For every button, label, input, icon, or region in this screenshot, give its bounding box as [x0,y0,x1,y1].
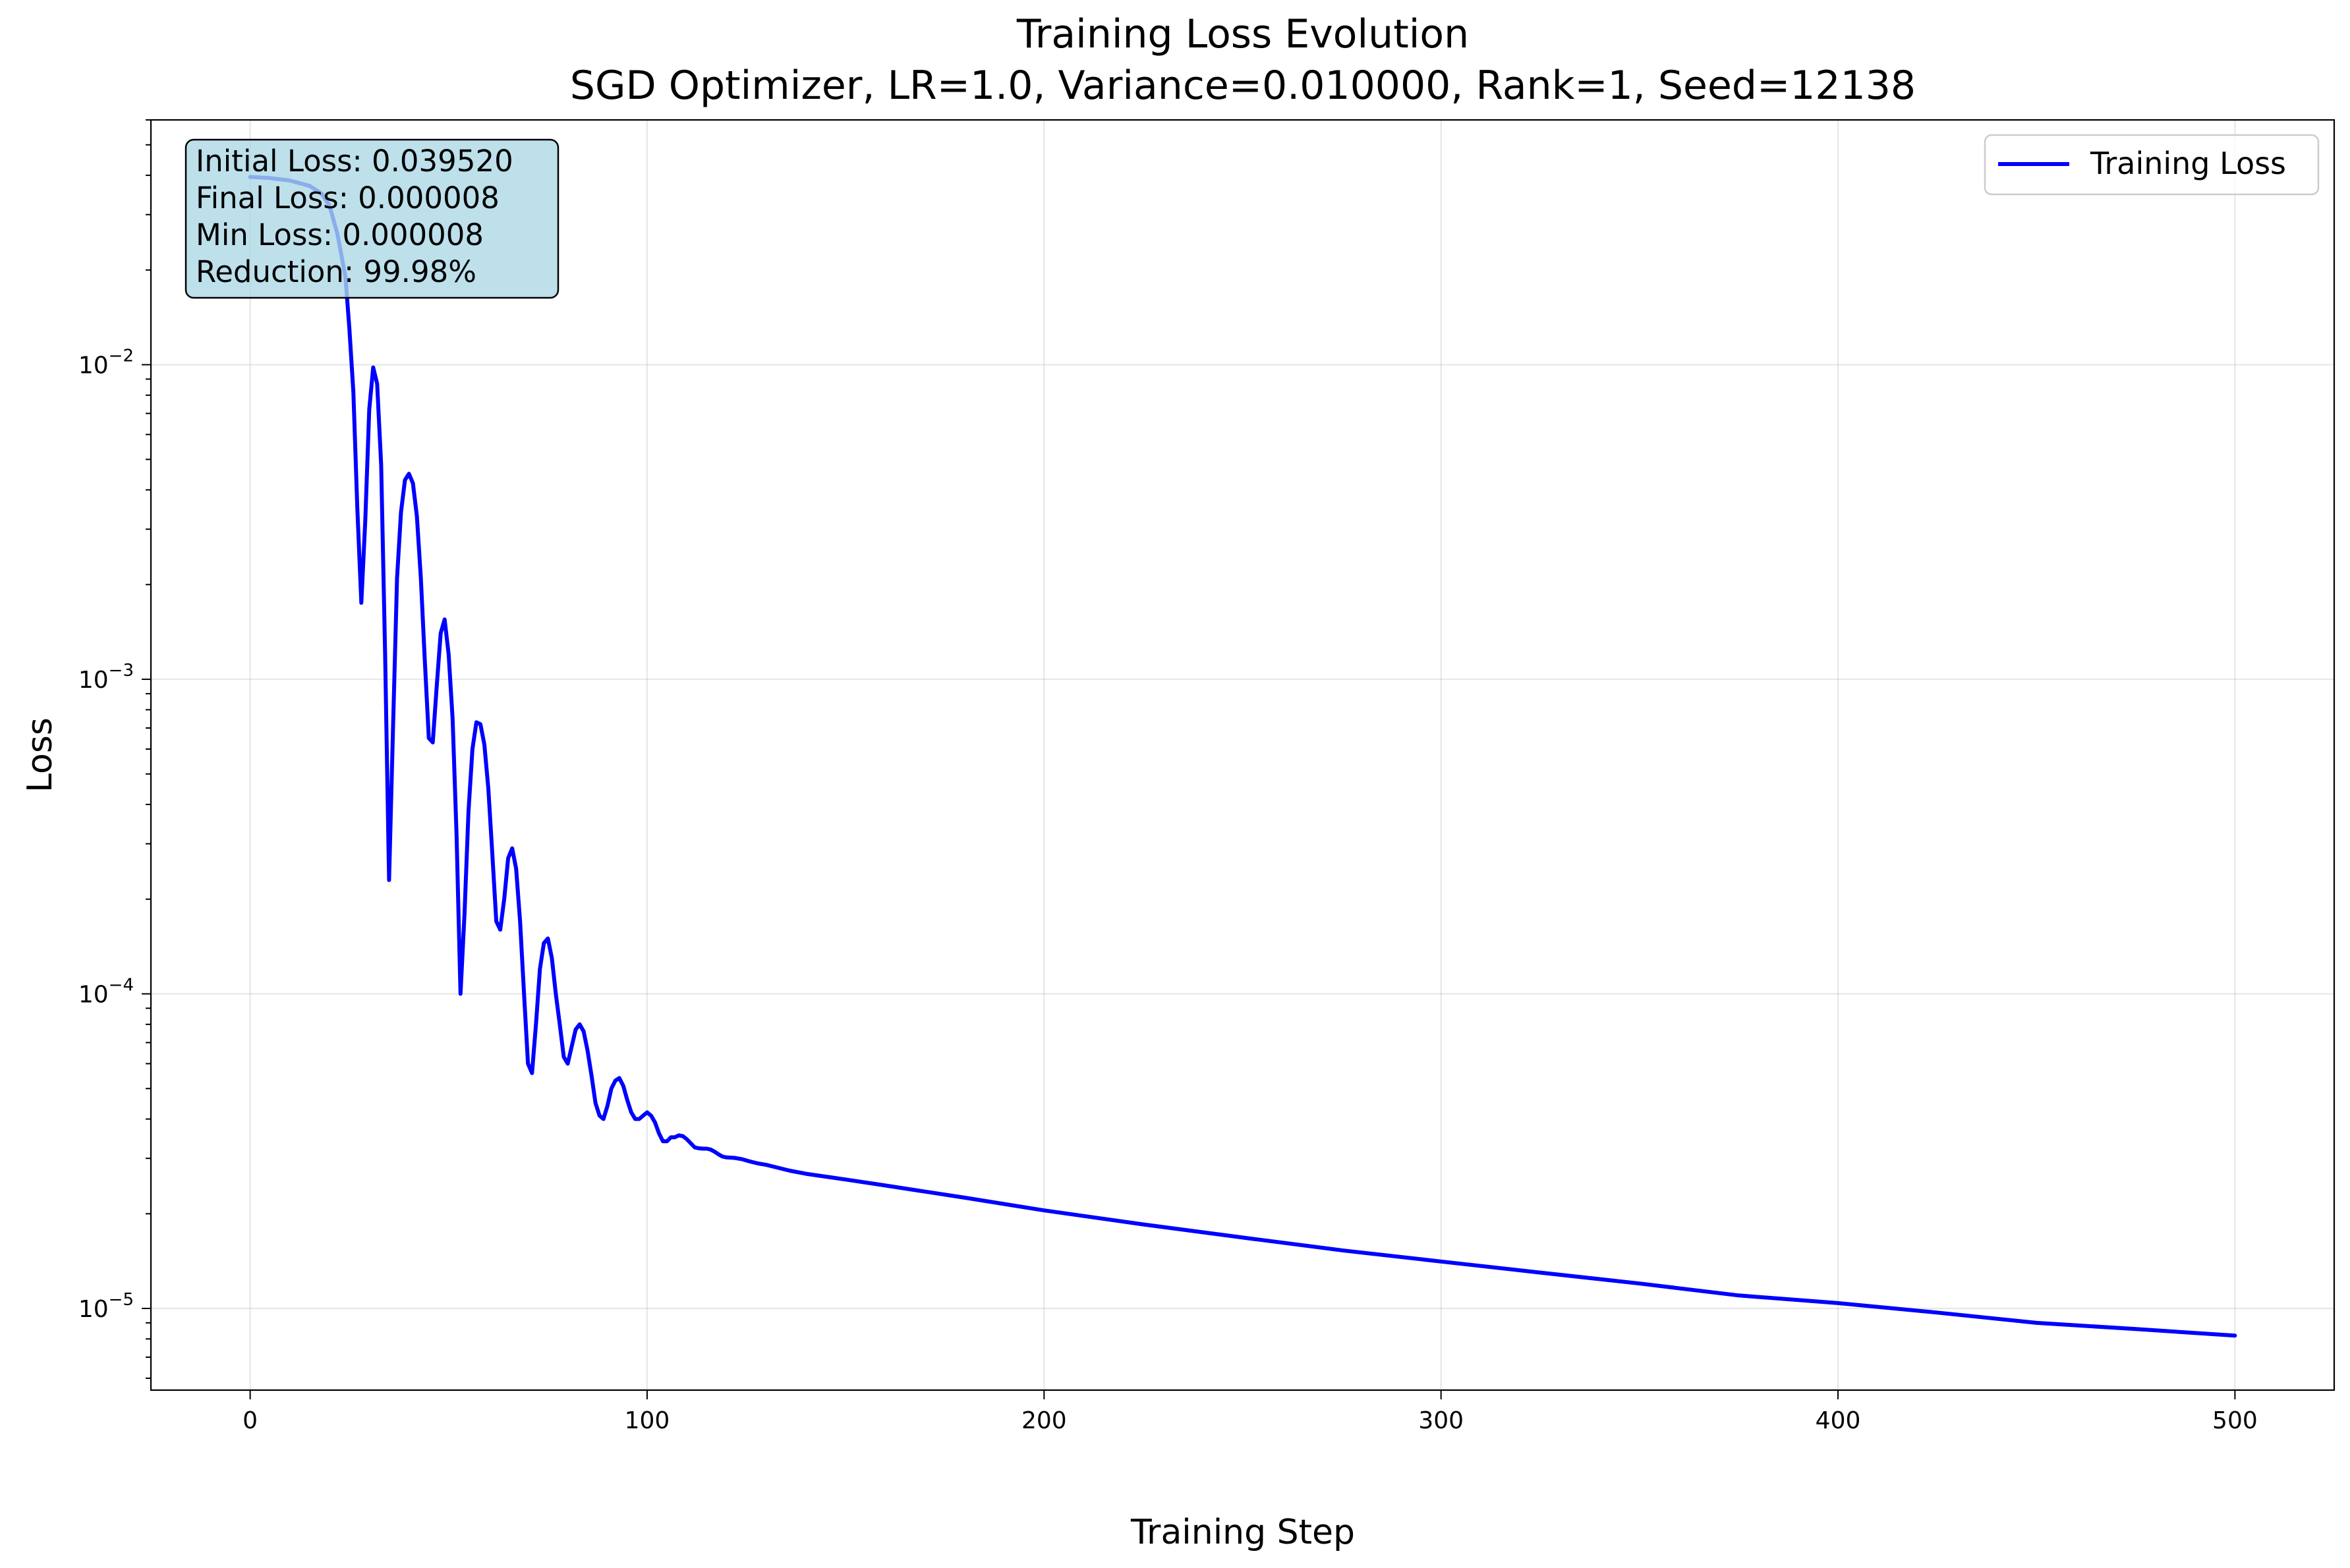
plot-frame [150,119,2336,1391]
y-tick-label: 10−2 [78,347,134,379]
stats-reduction: Reduction: 99.98% [196,254,476,289]
x-tick-label: 400 [1816,1407,1861,1434]
stats-min-loss: Min Loss: 0.000008 [196,217,484,252]
series-layer [248,175,2237,1338]
grid [151,120,2334,1390]
x-tick-label: 0 [243,1407,258,1434]
x-tick-label: 300 [1418,1407,1464,1434]
x-tick-label: 500 [2212,1407,2258,1434]
axis-ticks: 0 100 200 300 400 500 10−5 10−4 10−3 10−2 [78,119,2258,1434]
stats-final-loss: Final Loss: 0.000008 [196,181,500,215]
y-tick-label: 10−4 [78,976,134,1009]
x-axis-label: Training Step [1130,1513,1355,1552]
x-tick-label: 100 [625,1407,670,1434]
y-tick-label: 10−5 [78,1290,134,1323]
stats-annotation: Initial Loss: 0.039520 Final Loss: 0.000… [185,138,559,299]
legend-label: Training Loss [2090,146,2286,181]
legend-box [1984,134,2320,196]
chart-subtitle: SGD Optimizer, LR=1.0, Variance=0.010000… [570,63,1916,109]
legend: Training Loss [1984,134,2320,196]
y-tick-label: 10−3 [78,661,134,694]
y-axis-label: Loss [20,717,60,793]
stats-box [185,138,559,299]
stats-initial-loss: Initial Loss: 0.039520 [196,144,513,179]
x-tick-label: 200 [1021,1407,1067,1434]
series-line-training-loss [248,175,2237,1338]
chart-title: Training Loss Evolution [1016,11,1469,57]
